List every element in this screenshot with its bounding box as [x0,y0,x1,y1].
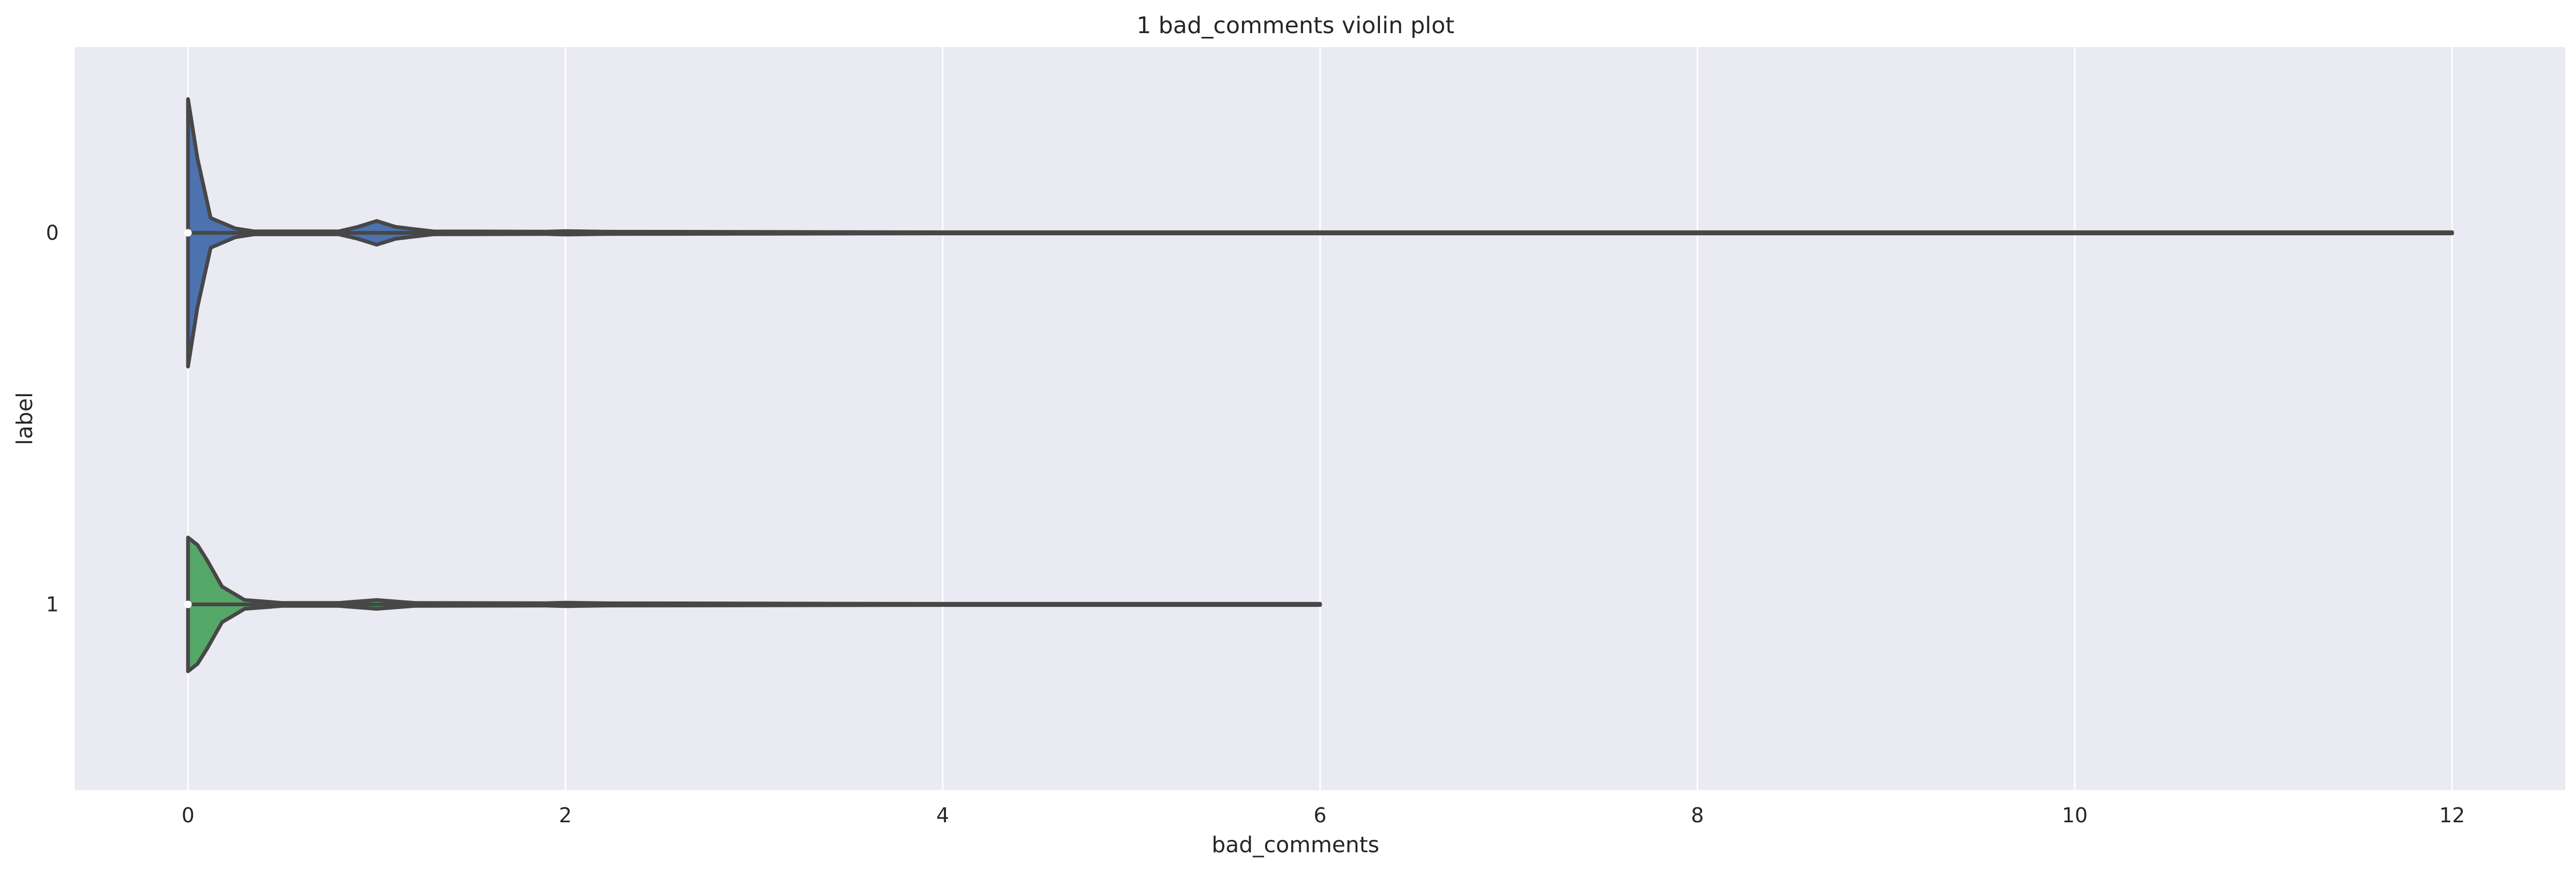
x-tick-label: 12 [2439,804,2465,827]
x-tick-label: 8 [1691,804,1704,827]
x-axis-label: bad_comments [1212,832,1379,858]
violins [184,97,2454,674]
y-tick-label: 0 [46,221,59,245]
x-tick-label: 10 [2062,804,2088,827]
x-tick-label: 4 [936,804,949,827]
x-tick-label: 2 [559,804,572,827]
violin-median-1 [184,600,192,608]
y-axis-label: label [12,392,37,445]
chart-title: 1 bad_comments violin plot [1137,12,1455,39]
x-tick-label: 6 [1314,804,1326,827]
y-tick-labels: 01 [46,221,59,616]
x-tick-label: 0 [182,804,195,827]
x-tick-labels: 0 2 4 6 8 10 12 [182,804,2465,827]
y-tick-label: 1 [46,593,59,616]
violin-median-0 [184,229,192,237]
